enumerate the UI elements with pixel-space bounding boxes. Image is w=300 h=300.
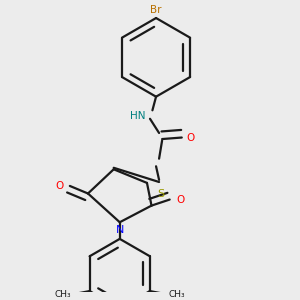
Text: N: N xyxy=(116,225,124,235)
Text: HN: HN xyxy=(130,111,146,122)
Text: O: O xyxy=(176,195,184,205)
Text: S: S xyxy=(157,189,164,199)
Text: O: O xyxy=(186,133,195,142)
Text: O: O xyxy=(55,181,63,191)
Text: CH₃: CH₃ xyxy=(55,290,71,299)
Text: CH₃: CH₃ xyxy=(168,290,185,299)
Text: Br: Br xyxy=(150,5,162,15)
